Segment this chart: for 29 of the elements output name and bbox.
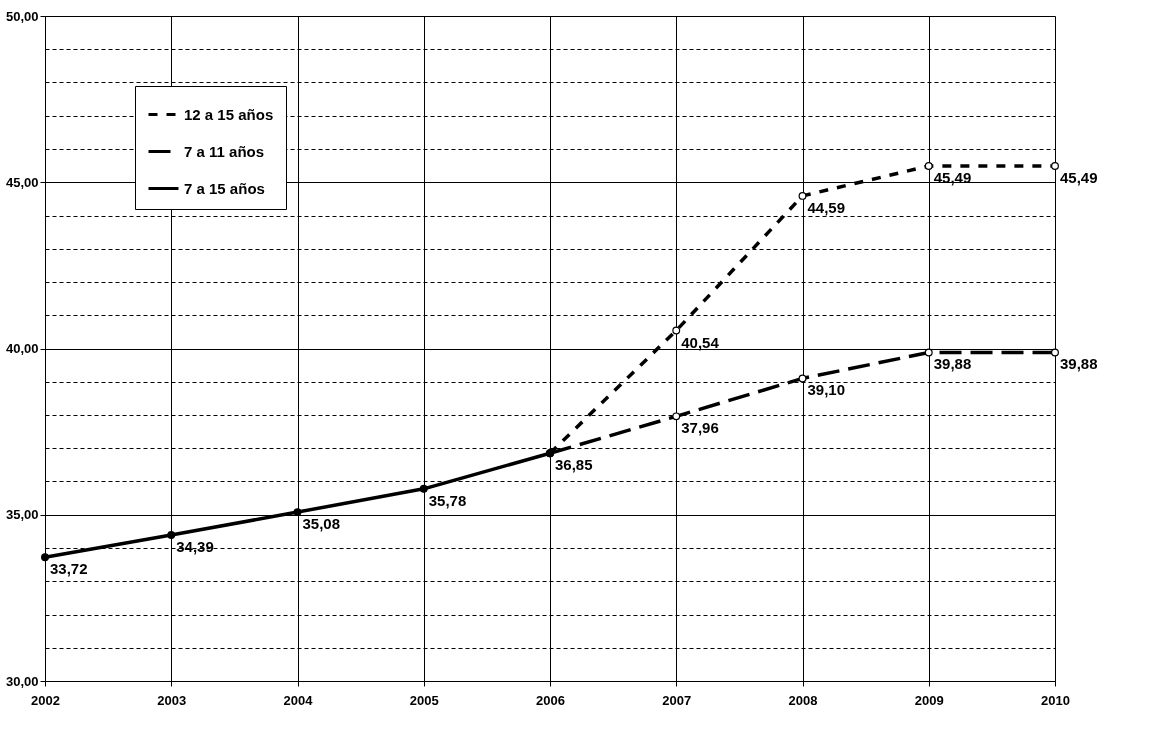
y-tick-label: 35,00 [5, 507, 39, 523]
data-label: 37,96 [681, 419, 719, 437]
y-tick-label: 45,00 [5, 174, 39, 190]
data-label: 39,10 [807, 381, 846, 399]
legend-label: 7 a 11 años [184, 142, 265, 160]
data-label: 40,54 [681, 333, 720, 351]
x-tick-label: 2009 [914, 692, 944, 708]
data-label: 33,72 [50, 560, 88, 578]
y-tick-label: 30,00 [5, 673, 39, 689]
x-tick-label: 2002 [31, 692, 60, 708]
x-tick-label: 2005 [409, 692, 439, 708]
legend-label: 12 a 15 años [184, 105, 274, 123]
legend-label: 7 a 15 años [184, 179, 265, 197]
data-label: 44,59 [807, 198, 846, 216]
y-tick-label: 40,00 [5, 341, 39, 356]
x-tick-label: 2004 [283, 692, 314, 708]
x-tick-label: 2007 [662, 692, 692, 708]
x-tick-label: 2003 [157, 692, 187, 708]
data-label: 39,88 [933, 355, 972, 373]
x-tick-label: 2006 [536, 692, 565, 708]
data-label: 35,78 [428, 491, 467, 509]
data-label: 39,88 [1060, 355, 1098, 373]
x-tick-label: 2008 [788, 692, 818, 708]
data-label: 34,39 [176, 538, 214, 556]
data-label: 35,08 [302, 515, 341, 533]
y-tick-label: 50,00 [5, 8, 39, 24]
data-label: 36,85 [555, 456, 593, 474]
data-label: 45,49 [1060, 168, 1098, 186]
x-tick-label: 2010 [1041, 692, 1070, 708]
